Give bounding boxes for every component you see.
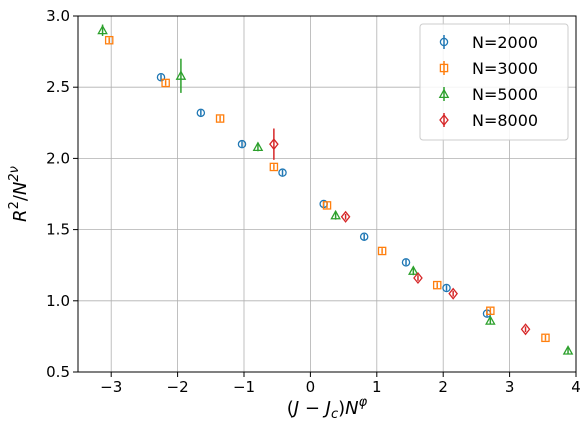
data-point xyxy=(448,287,458,300)
x-tick-label: −2 xyxy=(167,378,189,396)
data-point xyxy=(359,232,369,241)
data-point xyxy=(413,271,423,285)
data-point xyxy=(196,108,206,118)
legend-marker xyxy=(439,37,449,47)
data-point xyxy=(161,78,170,88)
data-point xyxy=(541,333,550,343)
y-axis-ticks: 0.5 1.0 1.5 2.0 2.5 3.0 xyxy=(46,7,78,381)
data-point xyxy=(486,306,495,316)
data-point xyxy=(237,139,247,149)
data-point xyxy=(442,283,451,293)
legend-item: N=2000 xyxy=(439,33,538,52)
data-point xyxy=(340,210,351,223)
y-tick-label: 1.5 xyxy=(46,221,70,239)
series-N=8000 xyxy=(269,128,531,336)
data-point xyxy=(175,70,187,80)
data-point xyxy=(377,246,387,256)
x-axis-label: (J − Jc)Nφ xyxy=(287,395,368,422)
plot-frame xyxy=(77,15,577,373)
x-tick-label: 2 xyxy=(438,378,448,396)
x-tick-label: −3 xyxy=(100,378,122,396)
x-tick-label: 3 xyxy=(505,378,515,396)
legend-marker xyxy=(439,63,449,73)
y-tick-label: 2.0 xyxy=(46,149,70,167)
data-point xyxy=(562,345,574,355)
x-tick-label: 1 xyxy=(372,378,382,396)
y-tick-label: 2.5 xyxy=(46,78,70,96)
y-axis-label: R2/N2ν xyxy=(7,166,31,222)
legend-item: N=3000 xyxy=(439,59,538,78)
data-point xyxy=(104,35,114,45)
legend-marker xyxy=(439,113,449,127)
y-tick-label: 3.0 xyxy=(46,7,70,25)
data-point xyxy=(520,323,531,336)
data-point xyxy=(322,201,332,210)
series-N=3000 xyxy=(104,35,550,343)
legend-label: N=8000 xyxy=(472,111,538,130)
data-point xyxy=(485,315,496,325)
legend-item: N=5000 xyxy=(438,85,538,104)
data-points xyxy=(97,24,574,355)
data-point xyxy=(330,209,341,220)
data-point xyxy=(278,168,287,177)
legend-label: N=2000 xyxy=(472,33,538,52)
legend-marker xyxy=(438,88,450,99)
legend-label: N=3000 xyxy=(472,59,538,78)
data-point xyxy=(408,265,419,275)
data-point xyxy=(432,280,442,290)
legend-item: N=8000 xyxy=(439,111,538,130)
data-point xyxy=(269,162,279,172)
y-tick-label: 0.5 xyxy=(46,363,70,381)
legend-box xyxy=(419,23,569,141)
data-point xyxy=(215,114,225,123)
data-point xyxy=(269,138,279,151)
series-N=2000 xyxy=(156,72,492,318)
x-axis-ticks: −3 −2 −1 0 1 2 3 4 xyxy=(100,372,581,396)
legend: N=2000 N=3000 N=5000 N=8000 xyxy=(419,23,569,141)
y-tick-label: 1.0 xyxy=(46,292,70,310)
x-tick-label: −1 xyxy=(233,378,255,396)
data-point xyxy=(401,258,411,267)
data-point xyxy=(252,141,264,152)
data-point xyxy=(156,72,166,82)
legend-label: N=5000 xyxy=(472,85,538,104)
x-tick-label: 4 xyxy=(571,378,581,396)
series-N=5000 xyxy=(97,24,574,355)
x-tick-label: 0 xyxy=(306,378,316,396)
data-point xyxy=(97,24,108,35)
